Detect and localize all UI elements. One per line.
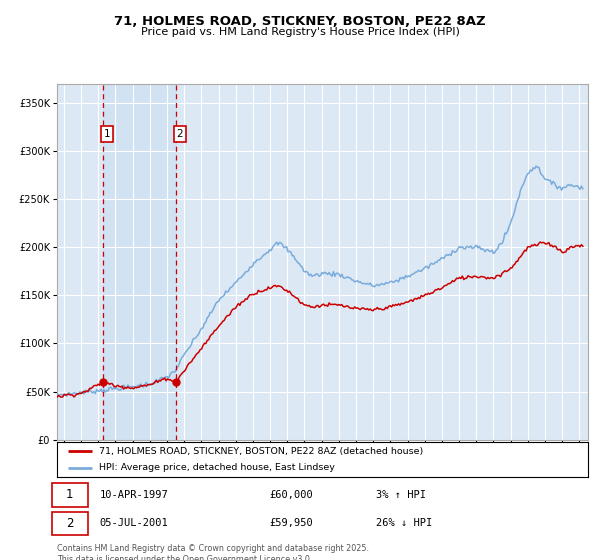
Text: HPI: Average price, detached house, East Lindsey: HPI: Average price, detached house, East… (100, 463, 335, 472)
Text: 71, HOLMES ROAD, STICKNEY, BOSTON, PE22 8AZ: 71, HOLMES ROAD, STICKNEY, BOSTON, PE22 … (114, 15, 486, 28)
FancyBboxPatch shape (52, 483, 88, 507)
Text: 1: 1 (66, 488, 73, 501)
Text: 1: 1 (104, 129, 110, 139)
Text: 3% ↑ HPI: 3% ↑ HPI (376, 490, 425, 500)
Text: 10-APR-1997: 10-APR-1997 (100, 490, 168, 500)
Text: Price paid vs. HM Land Registry's House Price Index (HPI): Price paid vs. HM Land Registry's House … (140, 27, 460, 38)
FancyBboxPatch shape (52, 512, 88, 535)
Text: 71, HOLMES ROAD, STICKNEY, BOSTON, PE22 8AZ (detached house): 71, HOLMES ROAD, STICKNEY, BOSTON, PE22 … (100, 447, 424, 456)
Bar (103, 84, 176, 440)
Text: £59,950: £59,950 (269, 519, 313, 529)
Text: Contains HM Land Registry data © Crown copyright and database right 2025.
This d: Contains HM Land Registry data © Crown c… (57, 544, 369, 560)
Text: 05-JUL-2001: 05-JUL-2001 (100, 519, 168, 529)
Text: £60,000: £60,000 (269, 490, 313, 500)
Text: 26% ↓ HPI: 26% ↓ HPI (376, 519, 432, 529)
Text: 2: 2 (176, 129, 183, 139)
Text: 2: 2 (66, 517, 73, 530)
